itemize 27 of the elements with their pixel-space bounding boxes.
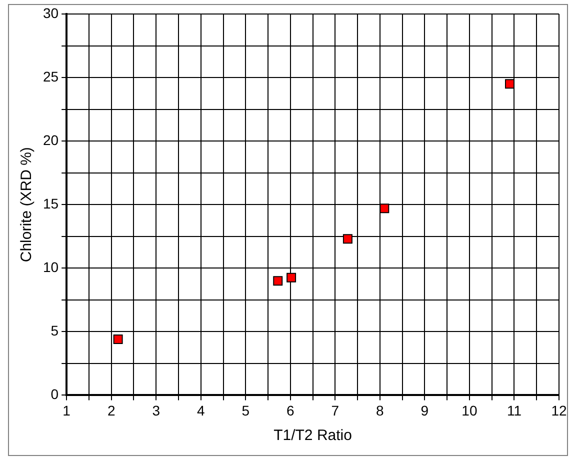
y-tick-label: 20 xyxy=(42,132,59,148)
x-tick-label: 12 xyxy=(551,402,567,418)
point xyxy=(273,276,283,286)
y-tick-label: 10 xyxy=(42,258,59,275)
x-tick-label: 10 xyxy=(462,402,478,418)
x-tick-label: 5 xyxy=(242,402,250,418)
x-tick-label: 8 xyxy=(376,402,384,418)
x-tick-label: 3 xyxy=(152,402,160,418)
x-tick-label: 6 xyxy=(286,402,295,418)
y-tick-label: 25 xyxy=(42,68,59,84)
y-tick-label: 0 xyxy=(50,386,59,402)
y-tick-label: 15 xyxy=(42,195,59,212)
x-tick-label: 9 xyxy=(420,402,429,418)
x-tick-label: 4 xyxy=(196,402,205,418)
x-tick-label: 7 xyxy=(331,402,340,418)
y-tick-label: 30 xyxy=(42,4,59,21)
y-axis-title: Chlorite (XRD %) xyxy=(18,147,36,262)
point xyxy=(342,234,352,244)
point xyxy=(505,79,514,89)
point xyxy=(380,204,390,214)
x-axis-title: T1/T2 Ratio xyxy=(274,427,352,444)
x-tick-label: 2 xyxy=(107,402,116,418)
point xyxy=(113,334,123,344)
y-tick-label: 5 xyxy=(50,322,59,339)
x-tick-label: 1 xyxy=(62,402,71,418)
point xyxy=(286,272,296,282)
x-tick-label: 11 xyxy=(506,402,522,418)
